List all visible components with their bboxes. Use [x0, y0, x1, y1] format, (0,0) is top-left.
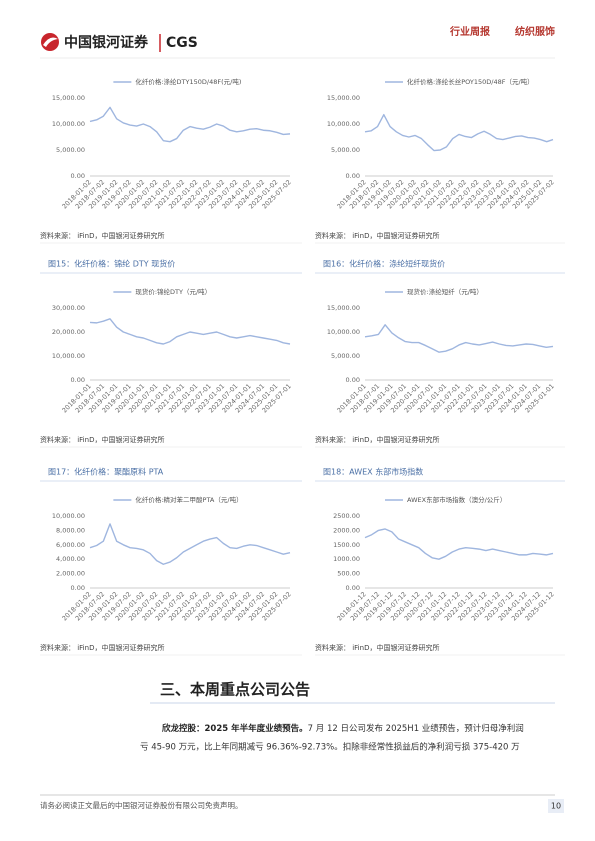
- source-note: 资料来源： iFinD，中国银河证券研究所: [315, 435, 439, 444]
- y-tick-label: 30,000.00: [52, 304, 85, 312]
- y-tick-label: 1000.00: [333, 555, 360, 563]
- y-tick-label: 20,000.00: [52, 328, 85, 336]
- y-tick-label: 2000.00: [333, 526, 360, 534]
- series-line: [89, 523, 291, 565]
- y-tick-label: 15,000.00: [327, 94, 360, 102]
- source-note: 资料来源： iFinD，中国银河证券研究所: [40, 435, 164, 444]
- headline: 2025 年半年度业绩预告。: [205, 723, 308, 734]
- figure-caption: 图16：化纤价格：涤纶短纤现货价: [323, 259, 445, 269]
- figure-caption: 图15：化纤价格：锦纶 DTY 现货价: [48, 259, 175, 269]
- paragraph-line: 欣龙控股：2025 年半年度业绩预告。7 月 12 日公司发布 2025H1 业…: [162, 723, 524, 734]
- page-box: [548, 799, 564, 813]
- y-tick-label: 500.00: [337, 570, 360, 578]
- series-line: [364, 528, 554, 560]
- y-tick-label: 2500.00: [333, 512, 360, 520]
- source-note: 资料来源： iFinD，中国银河证券研究所: [40, 643, 164, 652]
- page-number: 10: [551, 802, 561, 811]
- y-tick-label: 0.00: [346, 376, 360, 384]
- source-note: 资料来源： iFinD，中国银河证券研究所: [315, 231, 439, 240]
- y-tick-label: 5,000.00: [331, 146, 360, 154]
- y-tick-label: 0.00: [71, 172, 85, 180]
- legend-label: 化纤价格:涤纶DTY150D/48F(元/吨): [135, 77, 241, 86]
- y-tick-label: 0.00: [71, 584, 85, 592]
- report-type: 行业周报: [449, 25, 490, 38]
- y-tick-label: 0.00: [346, 172, 360, 180]
- legend-label: 化纤价格:涤纶长丝POY150D/48F（元/吨）: [407, 77, 534, 86]
- legend-label: 化纤价格:精对苯二甲酸PTA（元/吨）: [135, 495, 242, 504]
- logo-swoosh: [43, 37, 58, 47]
- y-tick-label: 2,000.00: [56, 570, 85, 578]
- y-tick-label: 1500.00: [333, 541, 360, 549]
- series-line: [364, 113, 554, 152]
- series-line: [364, 324, 554, 353]
- logo-text: 中国银河证券: [64, 34, 149, 51]
- y-tick-label: 5,000.00: [56, 146, 85, 154]
- legend-label: 现货价:锦纶DTY（元/吨）: [135, 287, 211, 296]
- paragraph-line: 亏 45-90 万元，比上年同期减亏 96.36%-92.73%。扣除非经常性损…: [140, 742, 520, 753]
- y-tick-label: 10,000.00: [52, 120, 85, 128]
- legend-label: AWEX东部市场指数（澳分/公斤）: [407, 495, 506, 504]
- text: 7 月 12 日公司发布 2025H1 业绩预告，预计归母净利润: [308, 723, 524, 734]
- company: 欣龙控股：: [162, 723, 205, 734]
- y-tick-label: 5,000.00: [331, 352, 360, 360]
- y-tick-label: 15,000.00: [52, 94, 85, 102]
- logo-code: CGS: [166, 35, 198, 51]
- y-tick-label: 8,000.00: [56, 526, 85, 534]
- y-tick-label: 10,000.00: [52, 352, 85, 360]
- y-tick-label: 0.00: [71, 376, 85, 384]
- source-note: 资料来源： iFinD，中国银河证券研究所: [40, 231, 164, 240]
- y-tick-label: 15,000.00: [327, 304, 360, 312]
- legend-label: 现货价:涤纶短纤（元/吨）: [407, 287, 483, 296]
- section-heading: 三、本周重点公司公告: [160, 681, 310, 699]
- sector: 纺织服饰: [515, 25, 555, 38]
- disclaimer: 请务必阅读正文最后的中国银河证券股份有限公司免责声明。: [40, 800, 243, 810]
- y-tick-label: 10,000.00: [52, 512, 85, 520]
- y-tick-label: 10,000.00: [327, 120, 360, 128]
- series-line: [89, 318, 291, 345]
- y-tick-label: 4,000.00: [56, 555, 85, 563]
- y-tick-label: 0.00: [346, 584, 360, 592]
- source-note: 资料来源： iFinD，中国银河证券研究所: [315, 643, 439, 652]
- y-tick-label: 6,000.00: [56, 541, 85, 549]
- y-tick-label: 10,000.00: [327, 328, 360, 336]
- figure-caption: 图17：化纤价格：聚酯原料 PTA: [48, 467, 164, 477]
- series-line: [89, 106, 291, 143]
- figure-caption: 图18：AWEX 东部市场指数: [323, 467, 423, 477]
